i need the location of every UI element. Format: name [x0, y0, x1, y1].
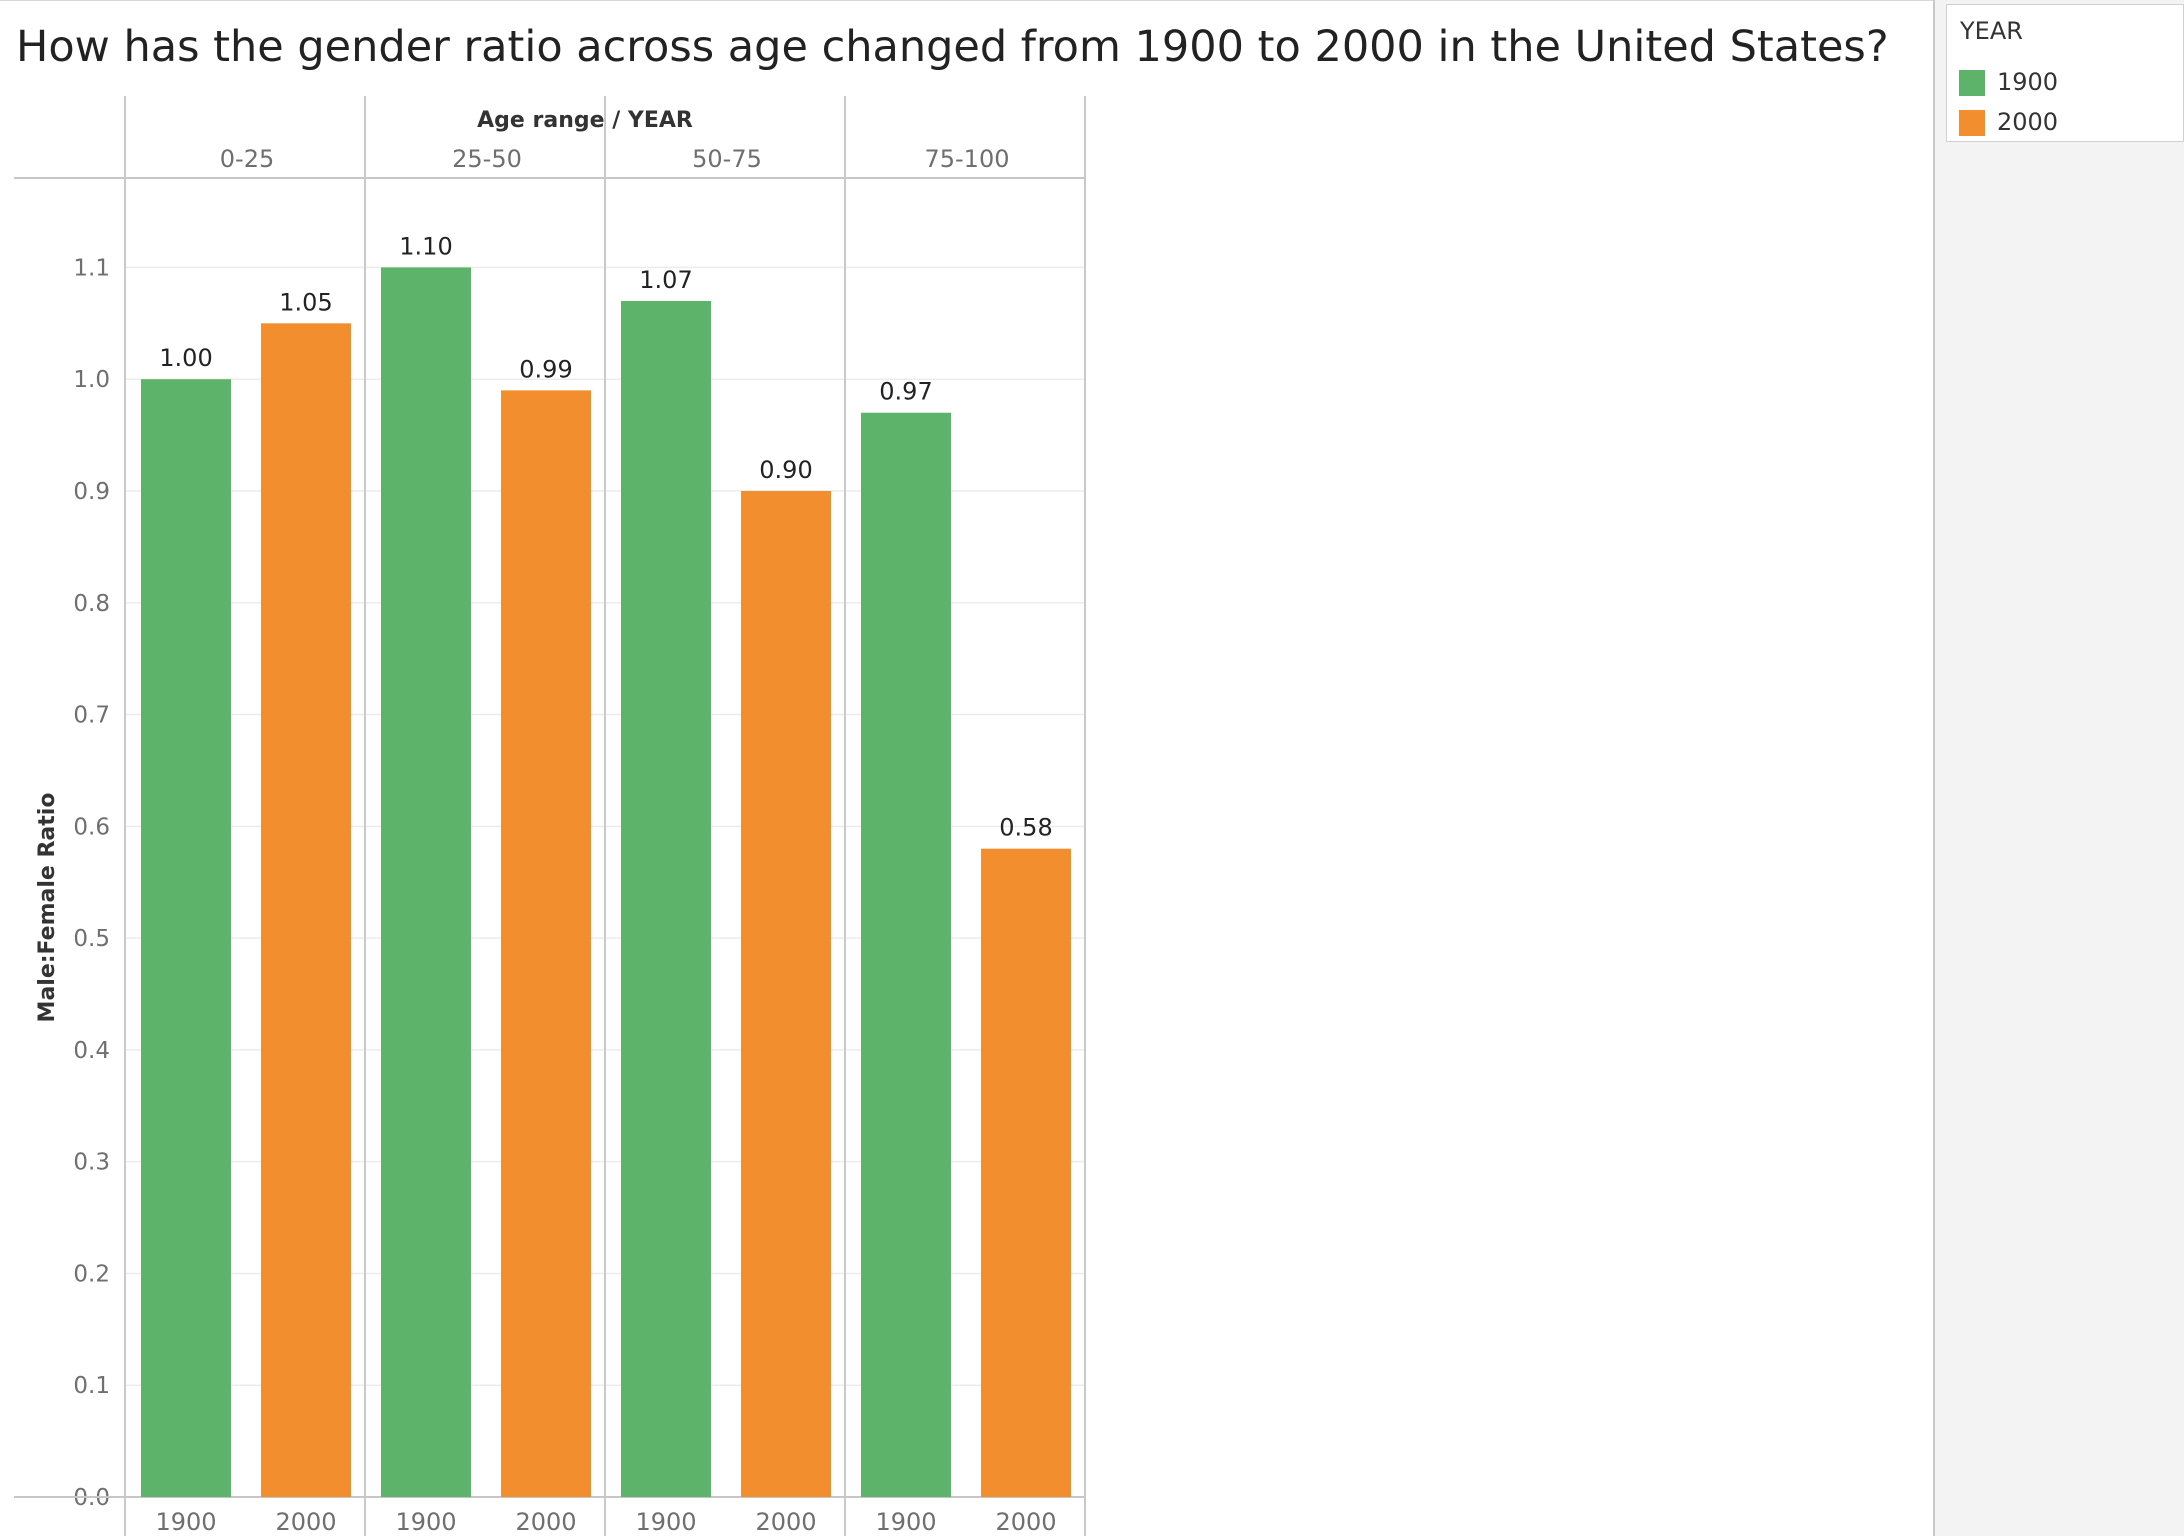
- bar-label-0-25-1900: 1.00: [159, 344, 212, 372]
- x-tick-label-25-50-2000: 2000: [515, 1508, 576, 1536]
- bar-chart: 0.00.10.20.30.40.50.60.70.80.91.01.1Male…: [14, 96, 1086, 1536]
- y-tick-label-10: 1.0: [73, 367, 110, 393]
- x-tick-label-0-25-2000: 2000: [275, 1508, 336, 1536]
- bar-label-50-75-1900: 1.07: [639, 266, 692, 294]
- y-tick-label-6: 0.6: [73, 814, 110, 840]
- category-header-75-100: 75-100: [924, 145, 1009, 173]
- y-tick-label-3: 0.3: [73, 1150, 110, 1176]
- y-tick-label-7: 0.7: [73, 703, 110, 729]
- x-tick-label-25-50-1900: 1900: [395, 1508, 456, 1536]
- bar-50-75-1900: [621, 300, 711, 1497]
- legend-label-1900: 1900: [1997, 68, 2059, 96]
- y-tick-label-5: 0.5: [73, 926, 110, 952]
- legend-label-2000: 2000: [1997, 108, 2059, 136]
- y-tick-label-8: 0.8: [73, 591, 110, 617]
- legend-title: YEAR: [1960, 17, 2023, 45]
- y-tick-label-11: 1.1: [73, 255, 110, 281]
- side-panel: [1933, 0, 2184, 1536]
- bar-75-100-2000: [981, 848, 1071, 1497]
- legend-swatch-2000: [1959, 110, 1985, 136]
- y-tick-label-4: 0.4: [73, 1038, 110, 1064]
- bar-label-0-25-2000: 1.05: [279, 288, 332, 316]
- bar-0-25-2000: [261, 323, 351, 1497]
- bar-label-75-100-2000: 0.58: [999, 814, 1052, 842]
- category-header-0-25: 0-25: [220, 145, 274, 173]
- x-tick-label-75-100-2000: 2000: [995, 1508, 1056, 1536]
- bar-label-50-75-2000: 0.90: [759, 456, 812, 484]
- x-tick-label-50-75-1900: 1900: [635, 1508, 696, 1536]
- bar-label-75-100-1900: 0.97: [879, 378, 932, 406]
- chart-title: How has the gender ratio across age chan…: [16, 22, 1889, 72]
- bar-75-100-1900: [861, 412, 951, 1497]
- y-axis-title: Male:Female Ratio: [35, 793, 60, 1023]
- y-tick-label-1: 0.1: [73, 1373, 110, 1399]
- y-tick-label-2: 0.2: [73, 1261, 110, 1287]
- x-tick-label-75-100-1900: 1900: [875, 1508, 936, 1536]
- bar-label-25-50-1900: 1.10: [399, 232, 452, 260]
- bar-25-50-2000: [501, 390, 591, 1497]
- bar-50-75-2000: [741, 490, 831, 1498]
- category-header-25-50: 25-50: [452, 145, 522, 173]
- legend-swatch-1900: [1959, 70, 1985, 96]
- bar-label-25-50-2000: 0.99: [519, 355, 572, 383]
- bar-0-25-1900: [141, 379, 231, 1498]
- top-border: [0, 0, 1934, 1]
- category-header-50-75: 50-75: [692, 145, 762, 173]
- legend: YEAR 1900 2000: [1946, 4, 2184, 142]
- bar-25-50-1900: [381, 267, 471, 1498]
- column-header-title: Age range / YEAR: [477, 108, 693, 133]
- x-tick-label-0-25-1900: 1900: [155, 1508, 216, 1536]
- y-tick-label-9: 0.9: [73, 479, 110, 505]
- x-tick-label-50-75-2000: 2000: [755, 1508, 816, 1536]
